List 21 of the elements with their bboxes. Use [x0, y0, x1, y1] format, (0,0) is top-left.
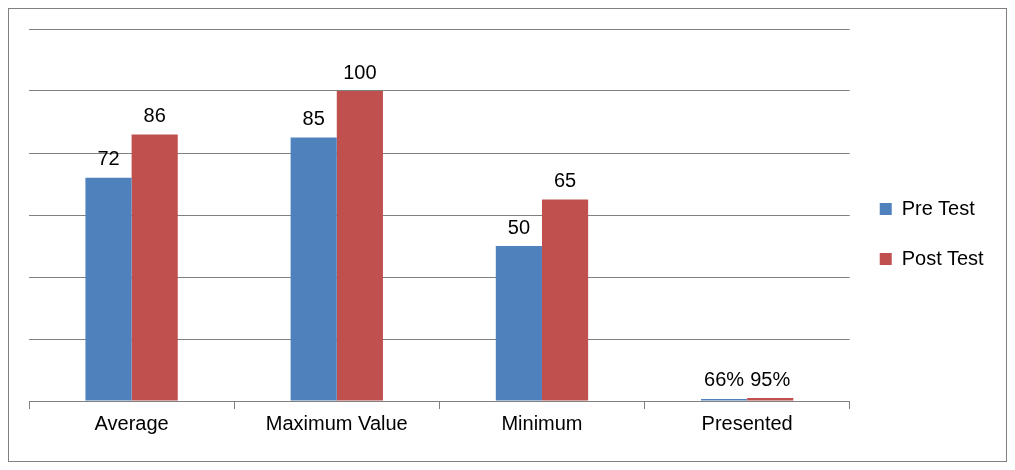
data-label: 65 [553, 169, 577, 192]
x-tick-label: Maximum Value [265, 411, 408, 434]
bar [131, 134, 178, 401]
x-tick-label: Average [94, 411, 169, 434]
data-label: 100 [343, 60, 377, 83]
legend-label: Pre Test [901, 196, 976, 219]
data-label: 86 [143, 103, 166, 126]
x-tick-label: Minimum [501, 411, 583, 434]
bar [336, 91, 383, 401]
data-label: 66% [704, 368, 745, 391]
x-tick-label: Presented [701, 411, 793, 434]
data-label: 72 [97, 147, 120, 170]
data-label: 85 [302, 107, 325, 130]
bar [85, 177, 132, 401]
data-label: 95% [750, 367, 791, 390]
bar [495, 246, 542, 401]
bar [541, 199, 589, 401]
bar [290, 137, 337, 401]
legend-label: Post Test [901, 246, 985, 269]
bar [747, 398, 794, 401]
data-label: 50 [507, 215, 531, 238]
